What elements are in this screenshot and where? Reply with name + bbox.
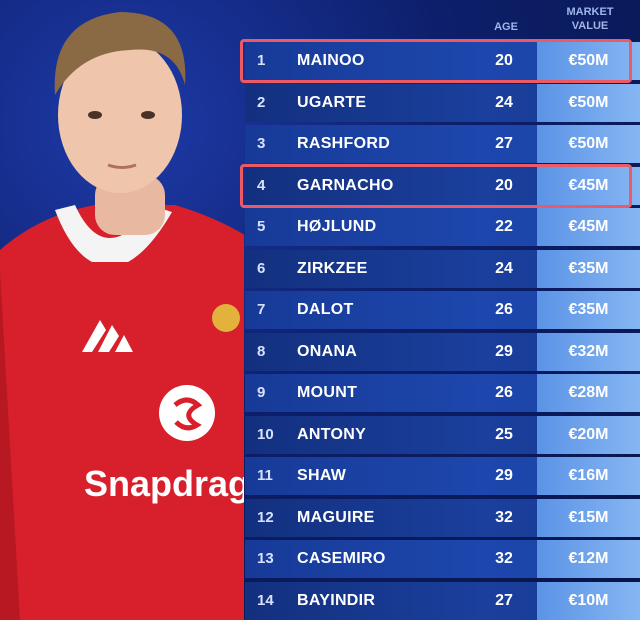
age: 29: [495, 342, 513, 360]
rank: 2: [257, 93, 266, 111]
table-row: 9 MOUNT 26 €28M: [245, 374, 640, 412]
table-row: 12 MAGUIRE 32 €15M: [245, 498, 640, 537]
table-row: 6 ZIRKZEE 24 €35M: [245, 249, 640, 288]
rank: 5: [257, 218, 266, 235]
rank: 8: [257, 342, 266, 360]
market-value: €28M: [537, 374, 640, 412]
player-name: ANTONY: [297, 425, 367, 443]
age: 32: [495, 550, 513, 567]
rank: 11: [257, 467, 273, 484]
age: 22: [495, 218, 513, 235]
player-name: DALOT: [297, 301, 354, 318]
player-name: RASHFORD: [297, 135, 391, 152]
shirt-sponsor: Snapdrag: [84, 463, 250, 504]
rank: 1: [257, 52, 266, 69]
rank: 3: [257, 135, 266, 152]
table-row: 5 HØJLUND 22 €45M: [245, 208, 640, 246]
market-value: €20M: [537, 415, 640, 454]
age: 29: [495, 467, 513, 484]
rank: 6: [257, 259, 266, 277]
age: 32: [495, 508, 513, 526]
market-value: €16M: [537, 457, 640, 495]
table-row: 14 BAYINDIR 27 €10M: [245, 581, 640, 620]
player-name: GARNACHO: [297, 176, 394, 194]
market-value: €45M: [537, 166, 640, 205]
age: 25: [495, 425, 513, 443]
rank: 7: [257, 301, 266, 318]
age-header: AGE: [494, 21, 518, 33]
age: 26: [495, 384, 513, 401]
rank: 12: [257, 508, 274, 526]
age: 20: [495, 176, 513, 194]
age: 26: [495, 301, 513, 318]
table-row: 10 ANTONY 25 €20M: [245, 415, 640, 454]
market-value: €45M: [537, 208, 640, 246]
age: 20: [495, 52, 513, 69]
rank: 9: [257, 384, 266, 401]
table-row: 11 SHAW 29 €16M: [245, 457, 640, 495]
player-name: MOUNT: [297, 384, 358, 401]
player-name: ONANA: [297, 342, 358, 360]
table-row: 2 UGARTE 24 €50M: [245, 83, 640, 122]
player-name: ZIRKZEE: [297, 259, 368, 277]
player-photo: Snapdrag: [0, 12, 250, 620]
market-value: €50M: [537, 125, 640, 163]
age: 24: [495, 93, 513, 111]
rank: 13: [257, 550, 274, 567]
table-row: 7 DALOT 26 €35M: [245, 291, 640, 329]
value-header: MARKET VALUE: [566, 6, 614, 32]
table-row: 3 RASHFORD 27 €50M: [245, 125, 640, 163]
player-name: CASEMIRO: [297, 550, 386, 567]
market-value: €35M: [537, 249, 640, 288]
player-name: UGARTE: [297, 93, 367, 111]
rank: 4: [257, 176, 266, 194]
player-name: BAYINDIR: [297, 591, 376, 609]
table-row: 1 MAINOO 20 €50M: [245, 42, 640, 80]
rank: 14: [257, 591, 274, 609]
table-row: 4 GARNACHO 20 €45M: [245, 166, 640, 205]
highlight-box: [240, 39, 632, 83]
age: 24: [495, 259, 513, 277]
player-name: MAGUIRE: [297, 508, 375, 526]
market-value: €35M: [537, 291, 640, 329]
rank: 10: [257, 425, 274, 443]
market-value: €12M: [537, 540, 640, 578]
highlight-box: [240, 163, 632, 208]
player-name: HØJLUND: [297, 218, 377, 235]
age: 27: [495, 591, 513, 609]
table-row: 13 CASEMIRO 32 €12M: [245, 540, 640, 578]
market-value: €50M: [537, 42, 640, 80]
table-row: 8 ONANA 29 €32M: [245, 332, 640, 371]
market-value: €32M: [537, 332, 640, 371]
market-value: €50M: [537, 83, 640, 122]
player-name: MAINOO: [297, 52, 365, 69]
market-value: €15M: [537, 498, 640, 537]
market-value: €10M: [537, 581, 640, 620]
player-name: SHAW: [297, 467, 347, 484]
age: 27: [495, 135, 513, 152]
